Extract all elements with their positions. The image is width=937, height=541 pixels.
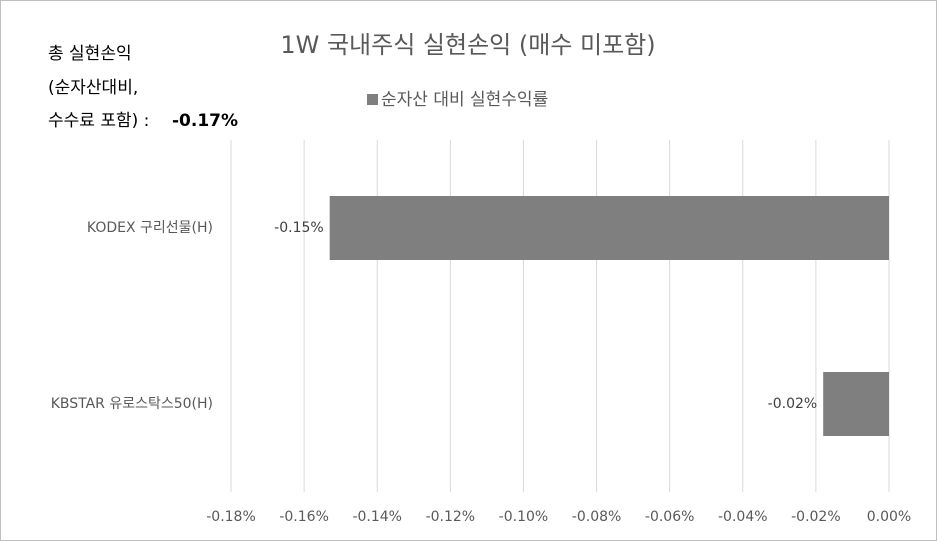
data-label: -0.02% <box>768 396 818 412</box>
legend-label: 순자산 대비 실현수익률 <box>381 90 548 110</box>
x-tick-label: -0.10% <box>499 509 549 525</box>
x-tick-label: -0.16% <box>279 509 329 525</box>
y-tick-label: KBSTAR 유로스탁스50(H) <box>51 396 213 412</box>
x-tick-label: -0.14% <box>352 509 402 525</box>
x-tick-label: -0.06% <box>645 509 695 525</box>
x-tick-label: -0.08% <box>572 509 622 525</box>
annotation-line: 총 실현손익 <box>48 44 132 64</box>
data-label: -0.15% <box>274 220 324 236</box>
y-tick-label: KODEX 구리선물(H) <box>87 220 213 236</box>
annotation-line: (순자산대비, <box>48 78 138 98</box>
annotation-line: 수수료 포함) : <box>48 111 149 131</box>
legend-swatch <box>367 94 378 105</box>
x-tick-label: -0.18% <box>206 509 256 525</box>
bar <box>329 196 889 260</box>
x-tick-label: 0.00% <box>867 509 911 525</box>
chart-title: 1W 국내주식 실현손익 (매수 미포함) <box>280 31 655 59</box>
x-tick-label: -0.02% <box>791 509 841 525</box>
annotation-total: -0.17% <box>172 111 238 131</box>
bar <box>823 372 889 436</box>
x-tick-label: -0.12% <box>426 509 476 525</box>
x-tick-label: -0.04% <box>718 509 768 525</box>
